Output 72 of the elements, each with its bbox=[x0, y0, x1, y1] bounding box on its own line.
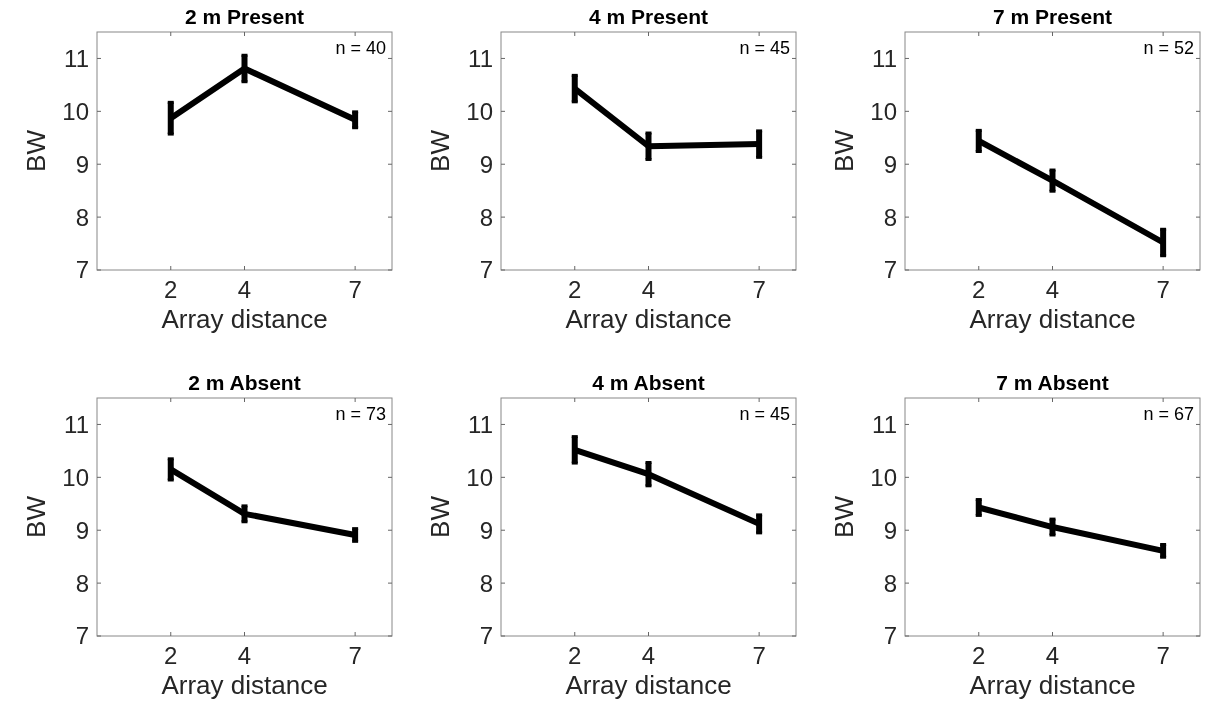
x-tick-label: 2 bbox=[972, 642, 986, 669]
y-tick-label: 7 bbox=[883, 256, 897, 284]
y-tick-label: 10 bbox=[870, 463, 897, 491]
y-tick-label: 9 bbox=[479, 516, 493, 544]
y-tick-label: 9 bbox=[883, 150, 897, 178]
y-tick-label: 11 bbox=[64, 44, 89, 72]
x-tick-label: 4 bbox=[641, 642, 656, 669]
x-axis-title: Array distance bbox=[565, 304, 732, 334]
x-tick-label: 2 bbox=[568, 642, 582, 669]
y-tick-label: 10 bbox=[870, 97, 897, 125]
annotation: n = 40 bbox=[335, 38, 386, 58]
y-tick-label: 9 bbox=[75, 150, 89, 178]
x-tick-label: 4 bbox=[1045, 276, 1060, 303]
y-tick-label: 10 bbox=[466, 97, 493, 125]
x-tick-label: 2 bbox=[164, 276, 178, 303]
y-tick-label: 11 bbox=[872, 44, 897, 72]
x-tick-label: 2 bbox=[972, 276, 986, 303]
y-tick-label: 11 bbox=[872, 410, 897, 438]
y-axis-title: BW bbox=[21, 129, 51, 172]
y-tick-label: 8 bbox=[883, 569, 897, 597]
y-axis-title: BW bbox=[21, 495, 51, 538]
x-tick-label: 4 bbox=[237, 642, 252, 669]
y-tick-label: 8 bbox=[883, 203, 897, 231]
x-axis-title: Array distance bbox=[565, 670, 732, 700]
y-tick-label: 8 bbox=[479, 569, 493, 597]
y-tick-label: 7 bbox=[479, 256, 493, 284]
y-tick-label: 7 bbox=[75, 256, 89, 284]
y-tick-label: 10 bbox=[62, 97, 89, 125]
annotation: n = 45 bbox=[739, 38, 790, 58]
annotation: n = 45 bbox=[739, 404, 790, 424]
chart-title: 7 m Present bbox=[992, 5, 1113, 28]
annotation: n = 52 bbox=[1143, 38, 1194, 58]
y-tick-label: 8 bbox=[75, 203, 89, 231]
y-tick-label: 10 bbox=[62, 463, 89, 491]
x-tick-label: 7 bbox=[752, 642, 766, 669]
x-tick-label: 4 bbox=[1045, 642, 1060, 669]
y-tick-label: 11 bbox=[468, 44, 493, 72]
chart-title: 2 m Absent bbox=[188, 371, 301, 394]
x-tick-label: 7 bbox=[348, 276, 362, 303]
y-tick-label: 11 bbox=[64, 410, 89, 438]
y-tick-label: 9 bbox=[75, 516, 89, 544]
x-tick-label: 7 bbox=[1156, 276, 1170, 303]
y-tick-label: 9 bbox=[883, 516, 897, 544]
y-tick-label: 7 bbox=[479, 622, 493, 650]
chart-title: 7 m Absent bbox=[996, 371, 1109, 394]
x-axis-title: Array distance bbox=[969, 304, 1136, 334]
annotation: n = 73 bbox=[335, 404, 386, 424]
x-tick-label: 4 bbox=[237, 276, 252, 303]
y-tick-label: 7 bbox=[883, 622, 897, 650]
x-tick-label: 7 bbox=[752, 276, 766, 303]
x-tick-label: 7 bbox=[1156, 642, 1170, 669]
y-tick-label: 10 bbox=[466, 463, 493, 491]
y-tick-label: 8 bbox=[479, 203, 493, 231]
y-axis-title: BW bbox=[425, 495, 455, 538]
y-tick-label: 9 bbox=[479, 150, 493, 178]
y-axis-title: BW bbox=[425, 129, 455, 172]
y-tick-label: 8 bbox=[75, 569, 89, 597]
x-axis-title: Array distance bbox=[161, 670, 328, 700]
chart-title: 4 m Present bbox=[588, 5, 709, 28]
x-tick-label: 2 bbox=[568, 276, 582, 303]
x-axis-title: Array distance bbox=[969, 670, 1136, 700]
chart-title: 4 m Absent bbox=[592, 371, 705, 394]
y-axis-title: BW bbox=[829, 495, 859, 538]
x-tick-label: 2 bbox=[164, 642, 178, 669]
annotation: n = 67 bbox=[1143, 404, 1194, 424]
y-tick-label: 11 bbox=[468, 410, 493, 438]
x-tick-label: 7 bbox=[348, 642, 362, 669]
x-tick-label: 4 bbox=[641, 276, 656, 303]
y-axis-title: BW bbox=[829, 129, 859, 172]
y-tick-label: 7 bbox=[75, 622, 89, 650]
x-axis-title: Array distance bbox=[161, 304, 328, 334]
chart-title: 2 m Present bbox=[184, 5, 305, 28]
